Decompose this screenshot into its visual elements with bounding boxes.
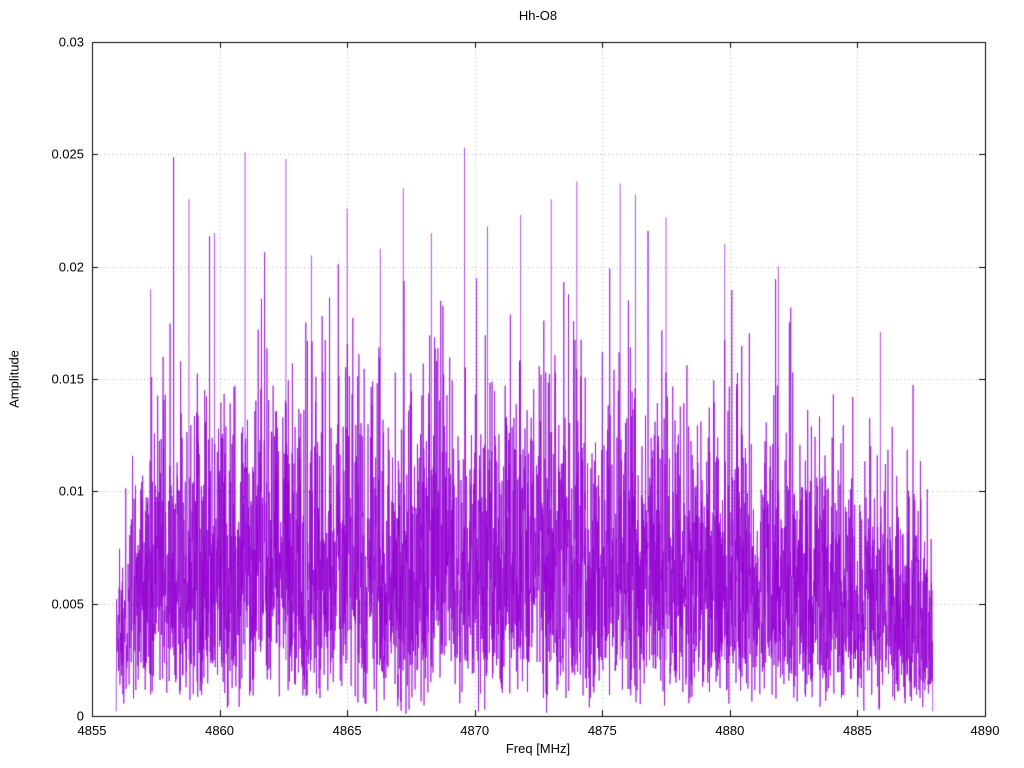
x-tick-label: 4880 [715, 723, 745, 738]
y-tick-label: 0.025 [51, 146, 84, 162]
x-tick-label: 4885 [842, 723, 872, 738]
x-tick-label: 4865 [332, 723, 362, 738]
y-tick-label: 0.03 [58, 34, 84, 50]
chart-title: Hh-O8 [518, 8, 558, 23]
y-tick-label: 0.005 [51, 596, 84, 612]
x-tick-label: 4890 [970, 723, 1000, 738]
x-tick-label: 4870 [460, 723, 490, 738]
y-tick-label: 0.02 [58, 259, 84, 275]
x-tick-label: 4855 [77, 723, 107, 738]
x-tick-label: 4875 [587, 723, 617, 738]
y-tick-label: 0.015 [51, 371, 84, 387]
x-axis-label: Freq [MHz] [505, 741, 571, 756]
y-tick-label: 0 [76, 708, 84, 724]
y-tick-label: 0.01 [58, 483, 84, 499]
x-tick-label: 4860 [205, 723, 235, 738]
